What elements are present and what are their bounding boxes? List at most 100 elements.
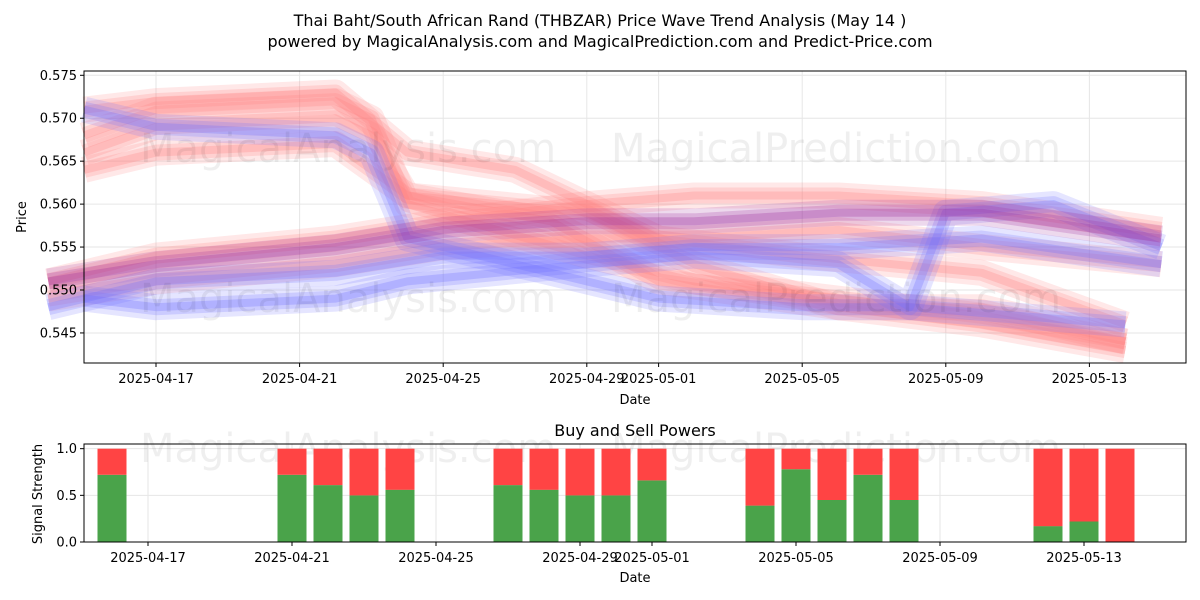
power-chart-title: Buy and Sell Powers: [554, 421, 716, 440]
sell-power-bar: [889, 448, 919, 500]
price-y-tick-label: 0.565: [40, 155, 77, 170]
price-y-tick-label: 0.575: [40, 69, 77, 84]
watermark-right-lower: MagicalPrediction.com: [611, 276, 1061, 322]
sell-power-bar: [277, 448, 307, 475]
sell-power-bar: [1069, 448, 1099, 522]
price-wave-band-purple: [47, 208, 1162, 286]
watermark-left-power: MagicalAnalysis.com: [140, 426, 556, 472]
price-wave-band-red: [81, 131, 1129, 355]
price-grid: [84, 71, 1186, 363]
price-y-tick-label: 0.545: [40, 326, 77, 341]
price-wave-band-blue: [45, 225, 1164, 320]
power-x-tick-label: 2025-04-17: [110, 551, 186, 566]
watermark-left: MagicalAnalysis.com: [140, 126, 556, 172]
price-wave-band-blue: [83, 105, 1126, 329]
buy-power-bar: [889, 500, 919, 542]
power-y-ticks: 0.0 0.5 1.0: [56, 442, 84, 551]
price-wave-band-red: [79, 88, 1128, 355]
price-wave-band-blue: [46, 230, 1163, 315]
power-y-tick-label: 0.0: [56, 536, 77, 551]
price-x-tick-label: 2025-04-17: [118, 372, 194, 387]
sell-power-bar: [97, 448, 127, 475]
price-y-tick-label: 0.555: [40, 241, 77, 256]
buy-power-bar: [529, 489, 559, 542]
buy-power-bar: [1069, 521, 1099, 542]
price-x-tick-label: 2025-05-09: [908, 372, 984, 387]
price-wave-band-red: [83, 88, 1127, 329]
buy-power-bar: [637, 480, 667, 542]
power-y-axis-label: Signal Strength: [31, 444, 46, 544]
sell-power-bar: [565, 448, 595, 496]
price-x-tick-label: 2025-04-29: [549, 372, 625, 387]
price-wave-band-red: [82, 97, 1127, 346]
power-bars: [97, 448, 1135, 542]
price-y-tick-label: 0.570: [40, 112, 77, 127]
price-bands: [45, 79, 1167, 363]
price-wave-plot: MagicalAnalysis.com MagicalPrediction.co…: [15, 69, 1187, 408]
chart-title-line2: powered by MagicalAnalysis.com and Magic…: [267, 32, 932, 51]
power-x-tick-label: 2025-05-13: [1046, 551, 1122, 566]
chart-title-line1: Thai Baht/South African Rand (THBZAR) Pr…: [293, 11, 907, 30]
sell-power-bar: [601, 448, 631, 496]
sell-power-bar: [313, 448, 343, 486]
sell-power-bar: [781, 448, 811, 470]
price-y-ticks: 0.545 0.550 0.555 0.560 0.565 0.570 0.575: [40, 69, 84, 341]
power-x-axis-label: Date: [619, 571, 650, 586]
power-x-tick-label: 2025-04-21: [254, 551, 330, 566]
buy-power-bar: [781, 469, 811, 542]
buy-power-bar: [385, 489, 415, 542]
power-y-tick-label: 0.5: [56, 489, 77, 504]
power-x-tick-label: 2025-04-29: [542, 551, 618, 566]
buy-power-bar: [97, 474, 127, 542]
sell-power-bar: [817, 448, 847, 500]
sell-power-bar: [1033, 448, 1063, 527]
price-wave-band-red: [47, 221, 1162, 307]
price-wave-band-red: [83, 140, 1127, 346]
price-wave-band-red: [47, 225, 1162, 303]
price-wave-band-purple: [47, 204, 1163, 290]
buy-power-bar: [745, 505, 775, 542]
sell-power-bar: [385, 448, 415, 490]
price-x-tick-label: 2025-05-05: [764, 372, 840, 387]
price-wave-band-red: [46, 187, 1163, 290]
price-y-tick-label: 0.560: [40, 198, 77, 213]
price-x-ticks: 2025-04-17 2025-04-21 2025-04-25 2025-04-29…: [118, 363, 1127, 387]
buy-power-bar: [349, 495, 379, 542]
watermark-right: MagicalPrediction.com: [611, 126, 1061, 172]
price-wave-band-red: [83, 84, 1129, 332]
price-wave-band-purple: [46, 199, 1164, 295]
sell-power-bar: [493, 448, 523, 486]
power-x-tick-label: 2025-05-01: [614, 551, 690, 566]
price-x-tick-label: 2025-04-21: [262, 372, 338, 387]
price-y-tick-label: 0.550: [40, 284, 77, 299]
price-x-tick-label: 2025-05-01: [621, 372, 697, 387]
power-x-ticks: 2025-04-17 2025-04-21 2025-04-25 2025-04-29…: [110, 542, 1122, 566]
watermark-left-lower: MagicalAnalysis.com: [140, 276, 556, 322]
price-wave-band-red: [82, 114, 1127, 355]
sell-power-bar: [745, 448, 775, 506]
price-wave-band-red: [81, 93, 1127, 350]
price-wave-band-blue: [83, 200, 1163, 312]
buy-power-bar: [853, 474, 883, 542]
power-y-tick-label: 1.0: [56, 442, 77, 457]
price-wave-band-red: [79, 105, 1128, 363]
buy-power-bar: [277, 474, 307, 542]
buy-power-bar: [601, 495, 631, 542]
sell-power-bar: [637, 448, 667, 481]
price-y-axis-label: Price: [15, 201, 30, 233]
price-x-tick-label: 2025-04-25: [405, 372, 481, 387]
power-x-tick-label: 2025-04-25: [398, 551, 474, 566]
price-wave-band-red: [46, 216, 1163, 312]
price-wave-band-red: [45, 182, 1164, 295]
buy-sell-power-plot: Buy and Sell Powers MagicalAnalysis.com …: [31, 421, 1187, 586]
power-plot-frame: [83, 443, 1187, 543]
price-wave-band-blue: [83, 196, 1165, 316]
price-wave-band-red: [47, 191, 1162, 286]
price-wave-band-blue: [82, 101, 1126, 333]
sell-power-bar: [1105, 448, 1135, 542]
price-wave-band-blue: [82, 191, 1167, 321]
buy-power-bar: [313, 485, 343, 542]
price-x-tick-label: 2025-05-13: [1052, 372, 1128, 387]
price-wave-band-blue: [47, 234, 1162, 312]
